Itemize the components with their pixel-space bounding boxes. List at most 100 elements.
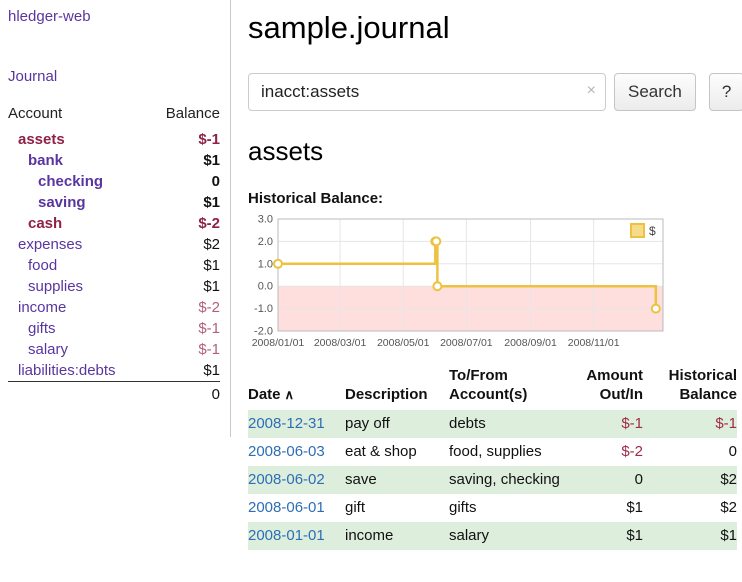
account-link[interactable]: expenses [18, 236, 83, 253]
transaction-description: eat & shop [345, 443, 417, 460]
page-title: sample.journal [248, 10, 450, 45]
account-link[interactable]: bank [28, 152, 64, 169]
transaction-date-cell: 2008-06-01 [248, 494, 345, 522]
register-header-description: Description [345, 386, 428, 403]
account-link[interactable]: income [18, 299, 67, 316]
sidebar: hledger-web Journal Account Balance asse… [0, 0, 231, 437]
account-balance: $1 [203, 152, 220, 169]
date-header-label: Date [248, 386, 281, 403]
transaction-date-link[interactable]: 2008-01-01 [248, 527, 325, 544]
clear-search-icon[interactable]: × [586, 82, 596, 99]
account-balance: $1 [203, 278, 220, 295]
help-button[interactable]: ? [708, 73, 742, 111]
transaction-date-cell: 2008-01-01 [248, 522, 345, 550]
transaction-date-link[interactable]: 2008-06-03 [248, 443, 325, 460]
account-heading: assets [248, 136, 324, 166]
accounts-header-balance: Balance [165, 105, 220, 122]
transaction-date-link[interactable]: 2008-06-01 [248, 499, 325, 516]
search-button[interactable]: Search [614, 73, 696, 111]
register-body: 2008-12-31 pay off debts $-1 $-1 2008-06-03 ea… [248, 410, 737, 550]
transaction-date-cell: 2008-12-31 [248, 410, 345, 438]
account-balance: $-2 [198, 299, 220, 316]
account-link[interactable]: gifts [28, 320, 56, 337]
account-row: saving $1 [8, 192, 220, 213]
account-row: food $1 [8, 255, 220, 276]
svg-text:3.0: 3.0 [258, 214, 273, 226]
transaction-accounts: gifts [449, 499, 477, 516]
accounts-body: assets $-1 bank $1 checking 0 saving $1 cash $-2 e… [8, 129, 220, 382]
account-balance: $1 [203, 194, 220, 211]
account-row: income $-2 [8, 297, 220, 318]
transaction-amount: $-1 [621, 415, 643, 432]
transaction-date-cell: 2008-06-03 [248, 438, 345, 466]
svg-text:2.0: 2.0 [258, 236, 273, 248]
register-row: 2008-06-02 save saving, checking 0 $2 [248, 466, 737, 494]
svg-text:2008/01/01: 2008/01/01 [252, 337, 305, 349]
register-row: 2008-12-31 pay off debts $-1 $-1 [248, 410, 737, 438]
accounts-table: Account Balance assets $-1 bank $1 checking 0… [8, 105, 220, 405]
svg-text:$: $ [649, 224, 656, 238]
account-row: checking 0 [8, 171, 220, 192]
transaction-amount: $1 [626, 499, 643, 516]
main-content: sample.journal × Search ? assets Histori… [231, 0, 742, 582]
transaction-balance: $-1 [715, 415, 737, 432]
account-row: bank $1 [8, 150, 220, 171]
register-header-amount: Amount Out/In [586, 367, 643, 403]
transaction-balance: $2 [720, 471, 737, 488]
accounts-header-account: Account [8, 105, 63, 122]
account-row: liabilities:debts $1 [8, 360, 220, 382]
account-balance: $-1 [198, 131, 220, 148]
account-link[interactable]: liabilities:debts [18, 362, 116, 379]
accounts-total-row: 0 [8, 381, 220, 405]
account-link[interactable]: supplies [28, 278, 84, 295]
account-link[interactable]: food [28, 257, 58, 274]
transaction-accounts: debts [449, 415, 486, 432]
account-link[interactable]: assets [18, 131, 65, 148]
svg-text:2008/05/01: 2008/05/01 [377, 337, 430, 349]
transaction-description: save [345, 471, 377, 488]
transaction-description: pay off [345, 415, 390, 432]
transaction-accounts: salary [449, 527, 490, 544]
transaction-date-link[interactable]: 2008-06-02 [248, 471, 325, 488]
search-form: × Search ? [248, 73, 742, 111]
brand-link[interactable]: hledger-web [8, 8, 91, 25]
account-balance: 0 [211, 173, 220, 190]
transaction-date-cell: 2008-06-02 [248, 466, 345, 494]
svg-text:2008/07/01: 2008/07/01 [440, 337, 493, 349]
svg-text:2008/09/01: 2008/09/01 [504, 337, 557, 349]
svg-text:2008/03/01: 2008/03/01 [314, 337, 367, 349]
transaction-date-link[interactable]: 2008-12-31 [248, 415, 325, 432]
svg-text:1.0: 1.0 [258, 258, 273, 270]
account-row: gifts $-1 [8, 318, 220, 339]
transaction-amount: 0 [634, 471, 643, 488]
transaction-description: gift [345, 499, 366, 516]
sort-asc-icon: ∧ [284, 387, 295, 402]
transaction-amount: $1 [626, 527, 643, 544]
accounts-total: 0 [148, 381, 220, 405]
transaction-balance: 0 [728, 443, 737, 460]
account-row: supplies $1 [8, 276, 220, 297]
register-header-row: Date ∧ Description To/From Account(s) Amo… [248, 363, 737, 410]
account-link[interactable]: cash [28, 215, 63, 232]
account-link[interactable]: salary [28, 341, 69, 358]
account-link[interactable]: checking [38, 173, 104, 190]
search-input[interactable] [248, 73, 606, 111]
account-balance: $-1 [198, 320, 220, 337]
svg-text:2008/11/01: 2008/11/01 [568, 337, 620, 349]
transaction-accounts: food, supplies [449, 443, 542, 460]
transaction-amount: $-2 [621, 443, 643, 460]
svg-text:-1.0: -1.0 [254, 303, 273, 315]
register-header-date[interactable]: Date ∧ [248, 363, 345, 410]
transaction-description: income [345, 527, 394, 544]
account-balance: $1 [203, 362, 220, 379]
transaction-balance: $2 [720, 499, 737, 516]
account-row: salary $-1 [8, 339, 220, 360]
account-link[interactable]: saving [38, 194, 86, 211]
register-header-balance: Historical Balance [668, 367, 737, 403]
register-row: 2008-01-01 income salary $1 $1 [248, 522, 737, 550]
account-balance: $1 [203, 257, 220, 274]
register-table: Date ∧ Description To/From Account(s) Amo… [248, 363, 737, 550]
sidebar-item-journal[interactable]: Journal [8, 68, 58, 85]
account-row: cash $-2 [8, 213, 220, 234]
